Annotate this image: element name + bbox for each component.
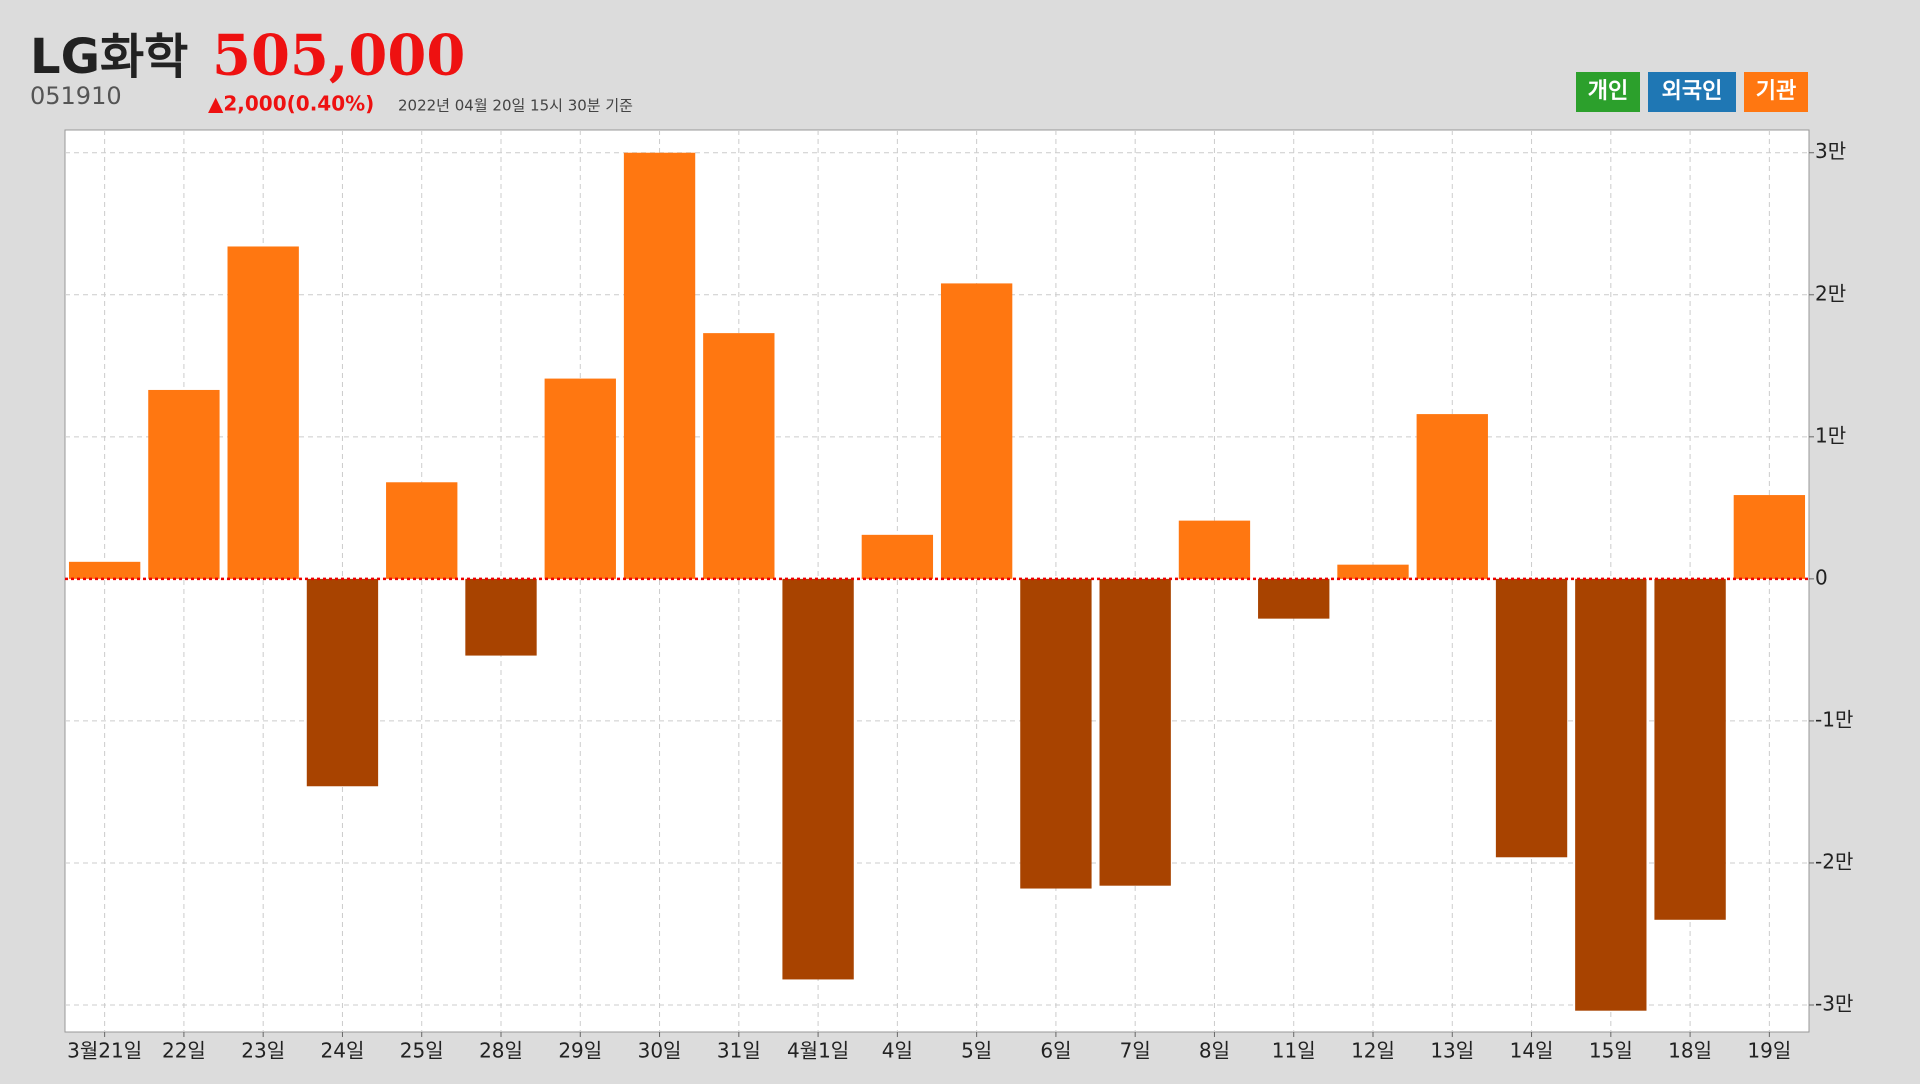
bar bbox=[940, 283, 1013, 579]
bar bbox=[148, 389, 220, 579]
bar bbox=[1258, 578, 1330, 619]
bar bbox=[306, 578, 379, 787]
bar bbox=[1733, 495, 1806, 579]
x-tick-label: 4월1일 bbox=[787, 1039, 849, 1063]
chart-title: LG화학 bbox=[30, 29, 188, 85]
x-tick-label: 29일 bbox=[558, 1039, 602, 1063]
bar bbox=[782, 578, 854, 980]
y-tick-label: -2만 bbox=[1815, 849, 1853, 873]
x-tick-label: 28일 bbox=[479, 1039, 523, 1063]
x-tick-label: 30일 bbox=[638, 1039, 682, 1063]
bar bbox=[1020, 578, 1092, 889]
x-tick-label: 19일 bbox=[1747, 1039, 1791, 1063]
x-tick-label: 7일 bbox=[1120, 1039, 1151, 1063]
legend-label: 개인 bbox=[1588, 79, 1628, 104]
x-tick-label: 25일 bbox=[400, 1039, 444, 1063]
y-tick-label: 0 bbox=[1815, 565, 1828, 589]
bar bbox=[1099, 578, 1171, 886]
price-change: ▲2,000(0.40%) bbox=[208, 92, 374, 116]
bar bbox=[465, 578, 537, 656]
bar bbox=[1416, 414, 1488, 579]
x-tick-label: 31일 bbox=[717, 1039, 761, 1063]
x-tick-label: 4일 bbox=[882, 1039, 913, 1063]
bar bbox=[861, 534, 934, 579]
x-tick-label: 23일 bbox=[241, 1039, 285, 1063]
bar bbox=[1337, 564, 1409, 579]
x-tick-label: 22일 bbox=[162, 1039, 206, 1063]
y-tick-label: 2만 bbox=[1815, 281, 1846, 305]
x-tick-label: 12일 bbox=[1351, 1039, 1395, 1063]
x-tick-label: 11일 bbox=[1272, 1039, 1316, 1063]
x-tick-label: 8일 bbox=[1199, 1039, 1230, 1063]
y-tick-label: 1만 bbox=[1815, 423, 1846, 447]
legend-button[interactable] bbox=[1744, 72, 1808, 112]
bar bbox=[227, 246, 299, 579]
x-tick-label: 18일 bbox=[1668, 1039, 1712, 1063]
legend-label: 외국인 bbox=[1662, 79, 1723, 104]
y-tick-label: 3만 bbox=[1815, 139, 1846, 163]
bar bbox=[703, 333, 775, 579]
price: 505,000 bbox=[212, 23, 465, 89]
legend-button[interactable] bbox=[1576, 72, 1640, 112]
bar bbox=[386, 482, 458, 579]
y-tick-label: -1만 bbox=[1815, 707, 1853, 731]
bar bbox=[623, 152, 696, 579]
bar bbox=[1654, 578, 1726, 920]
legend-label: 기관 bbox=[1756, 79, 1796, 104]
x-tick-label: 5일 bbox=[961, 1039, 992, 1063]
x-tick-label: 3월21일 bbox=[67, 1039, 142, 1063]
bar bbox=[1495, 578, 1568, 858]
y-tick-label: -3만 bbox=[1815, 992, 1853, 1016]
bar bbox=[1575, 578, 1647, 1011]
bar bbox=[544, 378, 616, 579]
x-tick-label: 24일 bbox=[321, 1039, 365, 1063]
bar bbox=[1178, 520, 1251, 579]
stock-code: 051910 bbox=[30, 82, 122, 110]
x-tick-label: 14일 bbox=[1510, 1039, 1554, 1063]
x-tick-label: 13일 bbox=[1430, 1039, 1474, 1063]
legend-button[interactable] bbox=[1648, 72, 1736, 112]
x-tick-label: 15일 bbox=[1589, 1039, 1633, 1063]
x-tick-label: 6일 bbox=[1040, 1039, 1071, 1063]
bar bbox=[68, 561, 141, 579]
timestamp: 2022년 04월 20일 15시 30분 기준 bbox=[398, 97, 633, 115]
